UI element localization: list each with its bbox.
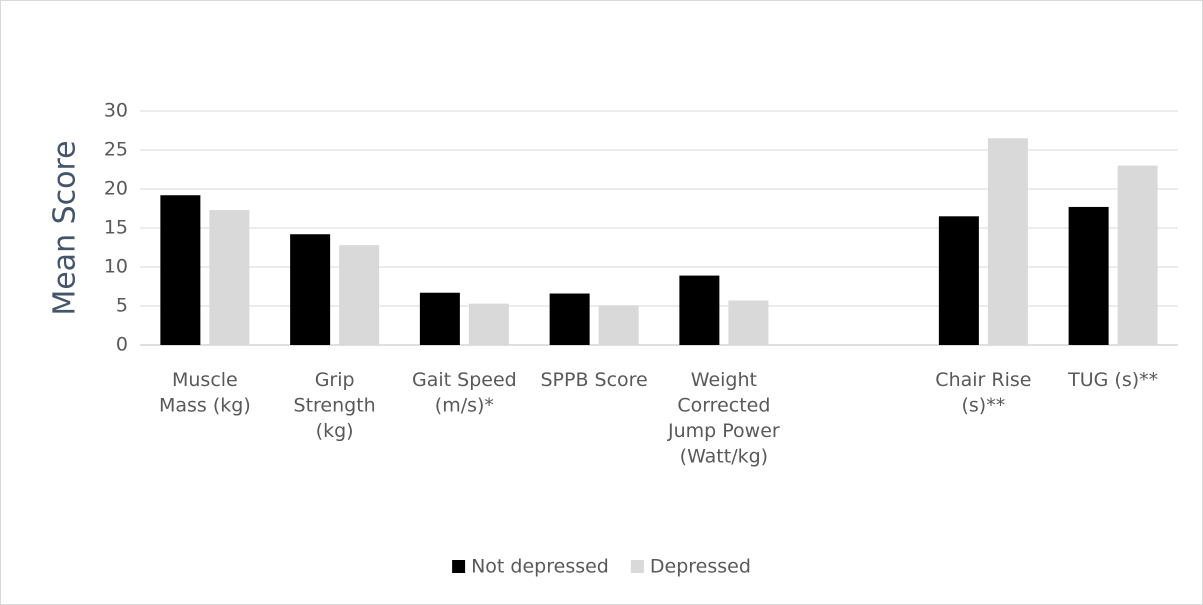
legend: Not depressed Depressed: [452, 556, 751, 578]
bar: [290, 234, 331, 345]
bar: [419, 292, 460, 345]
y-tick-label: 15: [104, 217, 128, 239]
bar: [160, 195, 201, 345]
bar: [209, 210, 250, 345]
y-tick-label: 5: [116, 295, 128, 317]
bar: [728, 300, 769, 345]
bar: [938, 216, 979, 345]
bar: [549, 293, 590, 345]
x-tick-label: SPPB Score: [540, 369, 647, 391]
x-tick-label: Muscle Mass (kg): [159, 369, 251, 417]
legend-swatch: [452, 560, 466, 573]
y-tick-label: 30: [104, 100, 128, 122]
x-tick-label: Grip Strength (kg): [294, 369, 376, 442]
y-axis-title: Mean Score: [48, 140, 83, 315]
x-tick-label: Weight Corrected Jump Power (Watt/kg): [667, 369, 780, 468]
legend-label: Depressed: [650, 556, 751, 578]
bar: [598, 305, 639, 345]
bar: [339, 245, 380, 345]
bar: [1068, 206, 1109, 345]
x-tick-label: Gait Speed (m/s)*: [412, 369, 517, 417]
bar: [468, 303, 509, 345]
legend-swatch: [630, 560, 644, 573]
y-tick-label: 25: [104, 139, 128, 161]
bar: [1117, 165, 1158, 345]
y-tick-label: 10: [104, 256, 128, 278]
y-tick-label: 20: [104, 178, 128, 200]
legend-label: Not depressed: [471, 556, 609, 578]
bar: [679, 275, 720, 345]
x-tick-label: Chair Rise (s)**: [935, 369, 1031, 417]
bar: [987, 138, 1028, 345]
y-tick-label: 0: [116, 334, 128, 356]
x-tick-label: TUG (s)**: [1067, 369, 1158, 391]
